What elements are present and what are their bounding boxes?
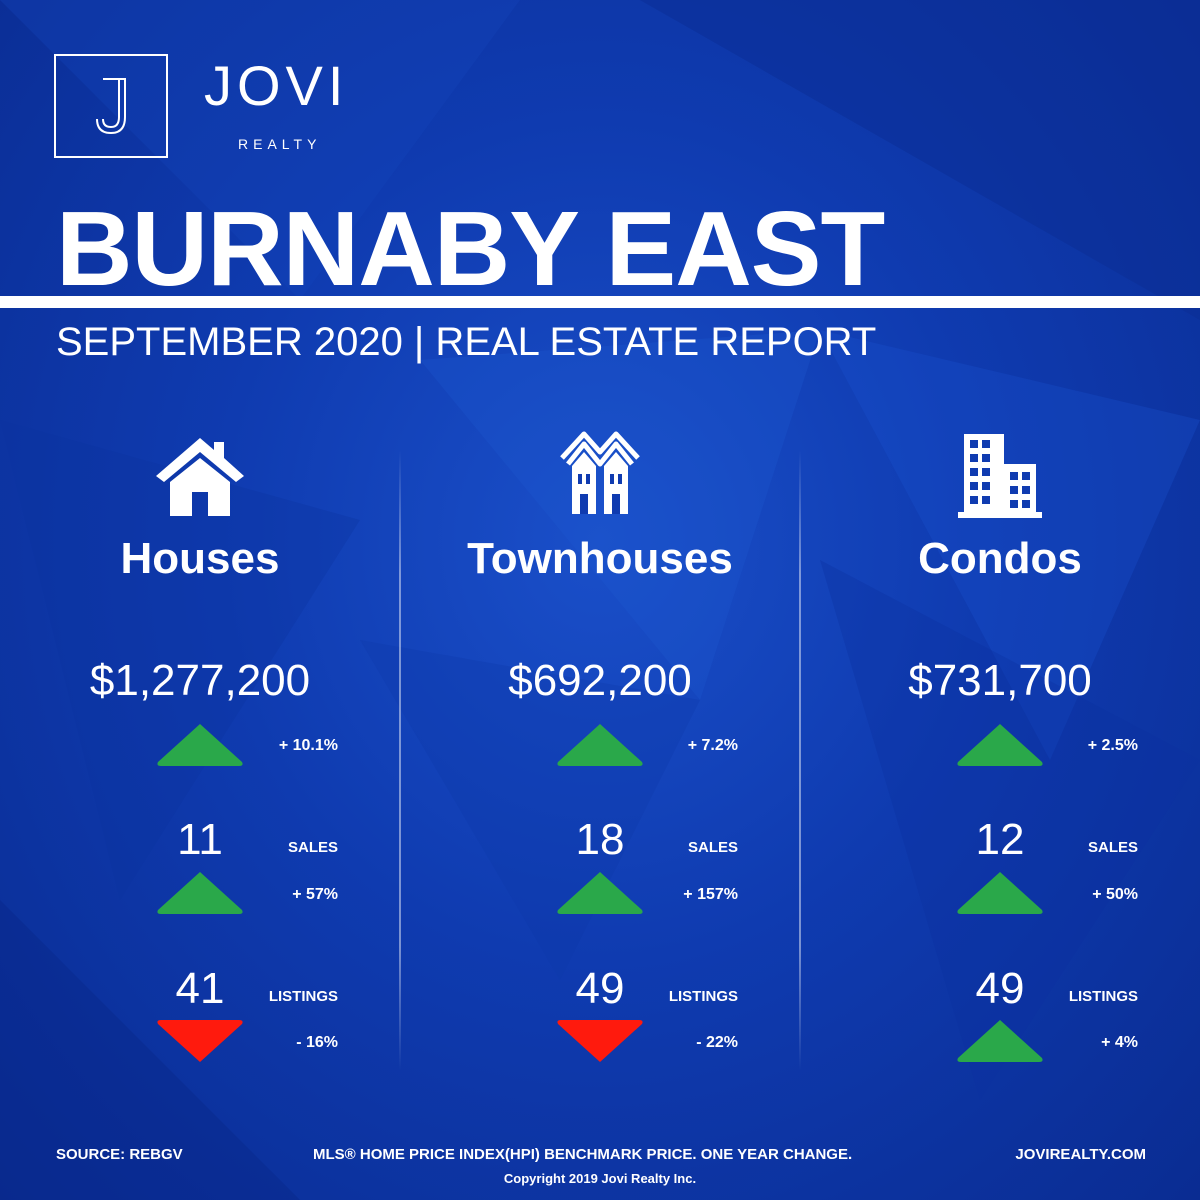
category-townhouses: Townhouses $692,200 + 7.2% 18 SALES + 15… [400,430,800,1070]
title-underline [0,296,1200,308]
footer-note: MLS® HOME PRICE INDEX(HPI) BENCHMARK PRI… [313,1146,853,1163]
category-houses: Houses $1,277,200 + 10.1% 11 SALES + 57%… [0,430,400,1070]
listings-value: 49 [575,964,625,1013]
arrow-up-icon [157,872,243,914]
footer-website-link[interactable]: JOVIREALTY.COM [1015,1146,1146,1163]
column-divider [799,450,801,1070]
townhouse-icon [560,431,640,514]
arrow-up-icon [557,724,643,766]
arrow-up-icon [157,724,243,766]
listings-change: - 16% [296,1034,338,1051]
price-change: + 2.5% [1087,737,1138,754]
price-change: + 10.1% [278,737,338,754]
listings-change: + 4% [1101,1034,1138,1051]
page-title: BURNABY EAST [56,190,885,308]
sales-change: + 157% [683,886,738,903]
price-change: + 7.2% [687,737,738,754]
arrow-down-icon [557,1020,643,1062]
brand-name: JOVI [204,54,349,117]
listings-label: LISTINGS [668,988,738,1005]
arrow-up-icon [557,872,643,914]
arrow-up-icon [957,724,1043,766]
sales-change: + 50% [1092,886,1138,903]
page-subtitle: SEPTEMBER 2020 | REAL ESTATE REPORT [56,320,877,364]
sales-value: 11 [177,815,223,864]
category-condos: Condos $731,700 + 2.5% 12 SALES + 50% 49… [800,430,1200,1070]
category-name: Townhouses [467,534,733,583]
house-icon [156,438,244,516]
sales-value: 12 [975,815,1025,864]
listings-value: 49 [975,964,1025,1013]
listings-change: - 22% [696,1034,738,1051]
listings-label: LISTINGS [1068,988,1138,1005]
monogram-j-icon [96,78,126,135]
category-name: Houses [120,534,280,583]
sales-value: 18 [575,815,625,864]
listings-value: 41 [175,964,225,1013]
brand-sub: REALTY [238,136,322,152]
benchmark-price: $731,700 [908,656,1092,705]
listings-label: LISTINGS [268,988,338,1005]
copyright: Copyright 2019 Jovi Realty Inc. [503,1171,697,1186]
column-divider [399,450,401,1070]
arrow-down-icon [157,1020,243,1062]
footer-source: SOURCE: REBGV [56,1146,183,1163]
sales-label: SALES [1087,839,1138,856]
arrow-up-icon [957,872,1043,914]
arrow-up-icon [957,1020,1043,1062]
benchmark-price: $692,200 [508,656,692,705]
logo-mark [54,54,168,158]
sales-change: + 57% [292,886,338,903]
category-name: Condos [918,534,1082,583]
sales-label: SALES [687,839,738,856]
condo-building-icon [958,434,1042,518]
benchmark-price: $1,277,200 [89,656,311,705]
sales-label: SALES [287,839,338,856]
